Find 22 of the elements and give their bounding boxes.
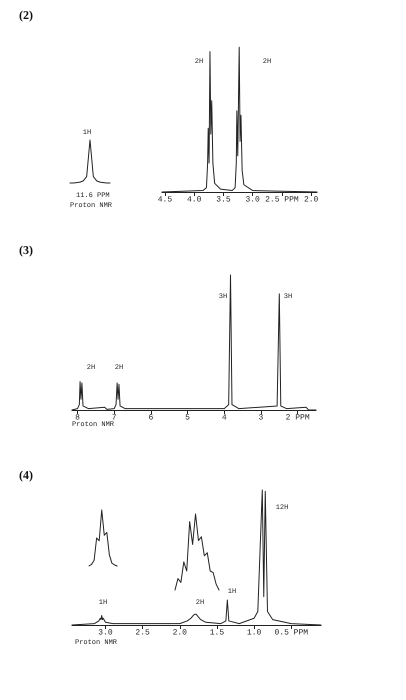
x-tick-label: 2.0 xyxy=(172,628,188,638)
x-tick-label: 7 xyxy=(112,414,117,422)
x-tick-label: 4.0 xyxy=(186,196,202,204)
x-tick-label: 2.5 PPM xyxy=(265,196,299,204)
x-tick-label: 2.0 xyxy=(304,196,319,204)
x-tick-label: 1.0 xyxy=(246,628,262,638)
chart-title: (3) xyxy=(19,243,33,257)
x-tick-label: 1.5 xyxy=(210,628,224,638)
x-tick-label: 4 xyxy=(222,414,227,422)
x-tick-label: 2 PPM xyxy=(286,414,310,422)
x-tick-label: 3 xyxy=(258,414,264,422)
x-tick-label: 3.5 xyxy=(216,196,231,204)
x-tick-label: 3.0 xyxy=(98,628,113,638)
x-tick-label: 6 xyxy=(148,414,154,422)
chart-title: (2) xyxy=(19,8,33,22)
x-tick-label: 3.0 xyxy=(245,196,260,204)
x-tick-label: 5 xyxy=(185,414,190,422)
x-tick-label: 0.5 PPM xyxy=(274,628,308,638)
chart-title: (4) xyxy=(19,468,33,482)
x-tick-label: 8 xyxy=(75,414,80,422)
x-tick-label: 4.5 xyxy=(158,196,172,204)
x-tick-label: 2.5 xyxy=(135,628,150,638)
